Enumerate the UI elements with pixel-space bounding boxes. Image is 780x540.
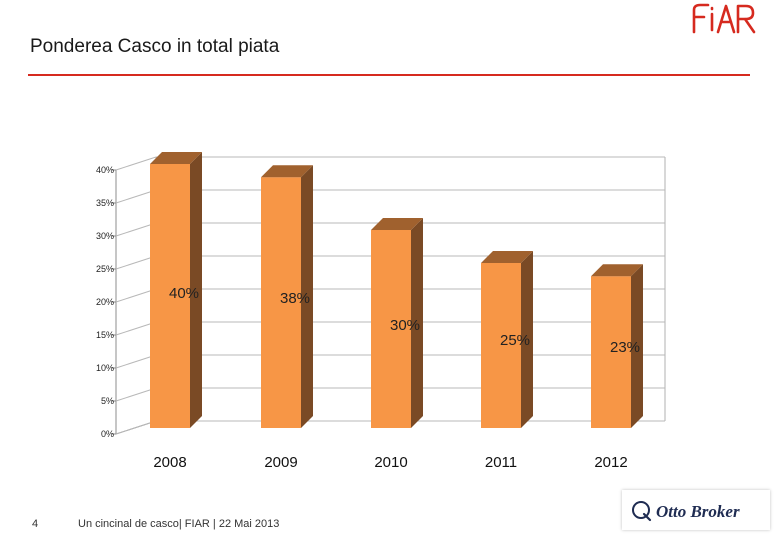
bar-top-2012 xyxy=(591,264,643,277)
data-label: 38% xyxy=(280,290,310,307)
bar-side-2011 xyxy=(521,251,533,428)
chart-bars xyxy=(150,152,643,428)
gridline-side xyxy=(115,387,157,402)
bar-side-2009 xyxy=(301,165,313,428)
bar-top-2008 xyxy=(150,152,202,164)
x-tick-label: 2008 xyxy=(153,454,186,471)
gridline-side xyxy=(115,156,157,171)
title-divider xyxy=(28,74,750,76)
bar-side-2012 xyxy=(631,264,643,428)
y-tick-label: 20% xyxy=(96,297,114,307)
y-tick-label: 5% xyxy=(101,396,114,406)
data-label: 25% xyxy=(500,332,530,349)
y-tick-label: 0% xyxy=(101,429,114,439)
slide-title: Ponderea Casco in total piata xyxy=(30,36,280,57)
data-label: 40% xyxy=(169,285,199,302)
x-tick-label: 2009 xyxy=(264,454,297,471)
bar-top-2011 xyxy=(481,251,533,263)
data-label: 23% xyxy=(610,339,640,356)
broker-name: Otto Broker xyxy=(656,502,740,521)
broker-logo: Otto Broker xyxy=(622,490,770,530)
gridline-side xyxy=(115,321,157,336)
gridline-side xyxy=(115,420,157,435)
data-label: 30% xyxy=(390,317,420,334)
bar-2008 xyxy=(150,164,190,428)
bar-2012 xyxy=(591,276,631,428)
chart-labels: 0% 5% 10% 15% 20% 25% 30% 35% 40% 40% 2008 38% 2009 3… xyxy=(96,165,640,471)
gridline-side xyxy=(115,222,157,237)
y-tick-label: 35% xyxy=(96,198,114,208)
bar-2010 xyxy=(371,230,411,428)
y-tick-label: 25% xyxy=(96,264,114,274)
x-tick-label: 2011 xyxy=(485,454,517,471)
bar-2009 xyxy=(261,177,301,428)
bar-side-2008 xyxy=(190,152,202,428)
bar-2011 xyxy=(481,263,521,428)
y-tick-label: 10% xyxy=(96,363,114,373)
y-tick-label: 15% xyxy=(96,330,114,340)
bar-side-2010 xyxy=(411,218,423,428)
footer-text: Un cincinal de casco| FIAR | 22 Mai 2013 xyxy=(78,518,280,530)
gridline-side xyxy=(115,255,157,270)
gridline-side xyxy=(115,354,157,369)
x-tick-label: 2012 xyxy=(594,454,627,471)
gridline-side xyxy=(115,288,157,303)
y-tick-label: 40% xyxy=(96,165,114,175)
y-tick-label: 30% xyxy=(96,231,114,241)
x-tick-label: 2010 xyxy=(374,454,407,471)
fiar-logo xyxy=(692,3,756,34)
bar-top-2010 xyxy=(371,218,423,230)
bar-top-2009 xyxy=(261,165,313,178)
gridline-side xyxy=(115,189,157,204)
page-number: 4 xyxy=(32,518,39,530)
otto-broker-icon xyxy=(632,501,652,522)
